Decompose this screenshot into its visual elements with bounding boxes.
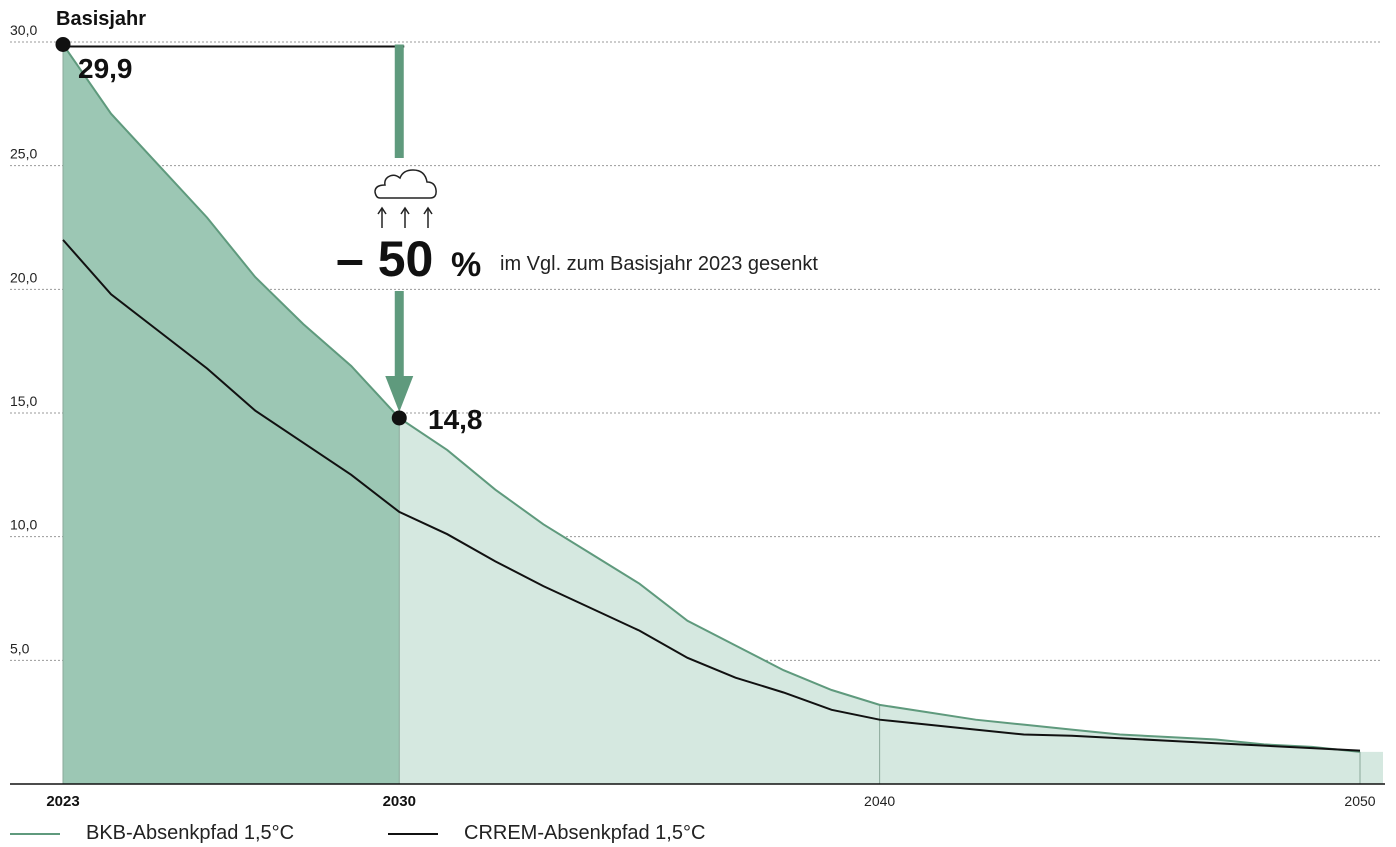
y-tick-label: 20,0 <box>10 269 37 285</box>
series-lines <box>62 43 1361 753</box>
end-value-label: 14,8 <box>428 404 483 435</box>
arrow-head <box>385 376 414 412</box>
start-point <box>55 36 71 52</box>
x-tick-label: 2050 <box>1344 793 1375 809</box>
y-tick-label: 25,0 <box>10 146 37 162</box>
reduction-unit: % <box>451 246 481 284</box>
y-tick-label: 5,0 <box>10 640 30 656</box>
axis-ticks: 30,0 25,0 20,0 15,0 10,0 5,0 2023 2030 2040 2050 <box>10 22 1385 810</box>
line-bkb <box>62 43 1361 753</box>
x-tick-label: 2030 <box>383 793 416 810</box>
y-tick-label: 15,0 <box>10 393 37 409</box>
y-tick-label: 30,0 <box>10 22 37 38</box>
legend-item-crrem: CRREM-Absenkpfad 1,5°C <box>388 822 705 845</box>
legend: BKB-Absenkpfad 1,5°C CRREM-Absenkpfad 1,… <box>0 818 1396 847</box>
reduction-text: im Vgl. zum Basisjahr 2023 gesenkt <box>500 253 818 275</box>
line-crrem <box>62 239 1361 752</box>
x-tick-label: 2040 <box>864 793 895 809</box>
legend-swatch-crrem <box>388 832 438 835</box>
x-tick-label: 2023 <box>46 793 79 810</box>
legend-label-crrem: CRREM-Absenkpfad 1,5°C <box>464 822 706 844</box>
end-point <box>391 410 407 426</box>
area-fills <box>62 44 1383 785</box>
legend-item-bkb: BKB-Absenkpfad 1,5°C <box>10 822 294 845</box>
legend-swatch-bkb <box>10 832 60 835</box>
annotations: Basisjahr 29,9 14,8 – 50 % im Vgl. zum B… <box>55 8 818 435</box>
y-tick-label: 10,0 <box>10 517 37 533</box>
legend-label-bkb: BKB-Absenkpfad 1,5°C <box>86 822 295 844</box>
cloud-with-arrows-icon <box>374 169 437 228</box>
start-value-label: 29,9 <box>78 53 133 84</box>
area-bkb-dark <box>63 44 400 785</box>
basisjahr-label: Basisjahr <box>56 8 146 30</box>
reduction-number: – 50 <box>336 231 433 287</box>
